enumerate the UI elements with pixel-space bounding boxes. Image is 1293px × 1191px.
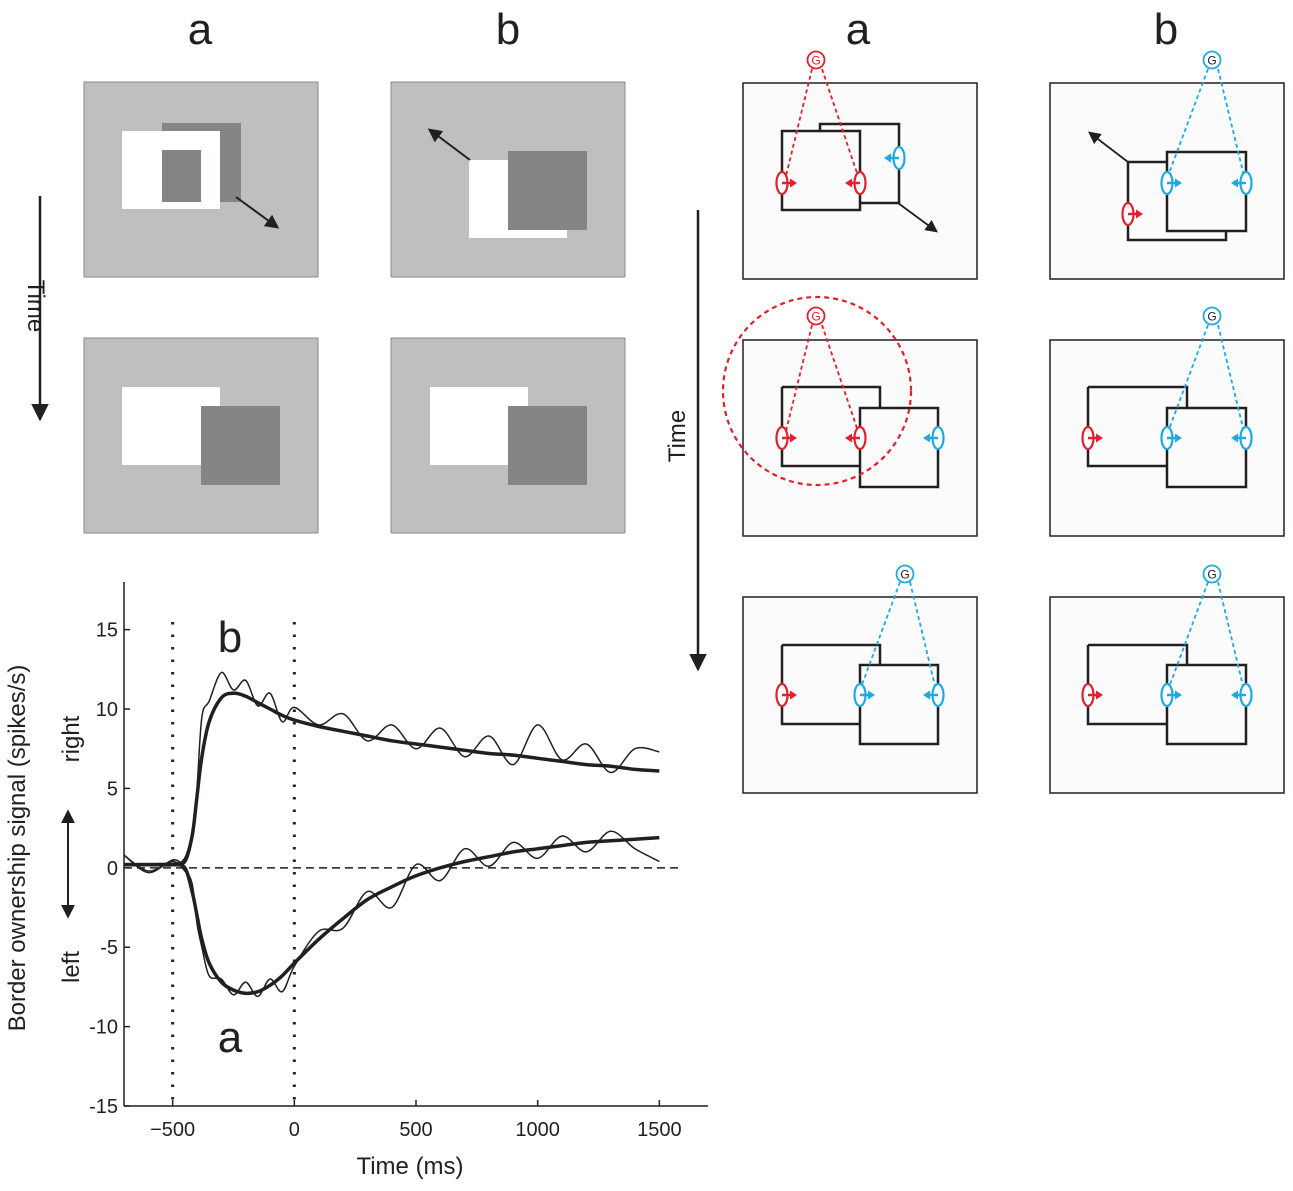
series-b-label: b	[218, 613, 242, 662]
g-label: G	[1207, 54, 1216, 68]
receptive-field-unit	[853, 682, 875, 708]
y-tick-label: -10	[89, 1017, 118, 1039]
model-red-grouping: G G	[721, 50, 913, 487]
y-tick-label: -5	[100, 937, 118, 959]
model-units	[775, 145, 1253, 708]
model-frames	[742, 82, 1285, 794]
g-label: G	[811, 310, 820, 324]
x-tick-label: 0	[289, 1119, 300, 1141]
receptive-field-unit	[845, 170, 867, 196]
stimulus-time-label: Time	[22, 280, 49, 332]
stimulus-panels: a b Time	[22, 5, 626, 534]
chart-direction-up-label: right	[58, 715, 85, 762]
stimulus-b-frame-1	[390, 81, 626, 278]
receptive-field-unit	[923, 682, 945, 708]
series-a-label: a	[218, 1013, 243, 1062]
receptive-field-unit	[775, 425, 797, 451]
stimulus-a-frame-1	[83, 81, 319, 278]
chart-ylabel: Border ownership signal (spikes/s)	[4, 665, 31, 1032]
stimulus-col-label-b: b	[496, 5, 520, 54]
model-time-label: Time	[664, 410, 691, 462]
x-tick-label: −500	[150, 1119, 195, 1141]
receptive-field-unit	[1231, 170, 1253, 196]
receptive-field-unit	[884, 145, 906, 171]
receptive-field-unit	[845, 425, 867, 451]
model-col-label-a: a	[846, 5, 871, 54]
chart-direction-down-label: left	[58, 951, 85, 983]
y-tick-label: 10	[96, 699, 118, 721]
receptive-field-unit	[775, 170, 797, 196]
receptive-field-unit	[923, 425, 945, 451]
y-tick-label: -15	[89, 1096, 118, 1118]
border-ownership-chart: Border ownership signal (spikes/s) right…	[4, 582, 708, 1180]
stimulus-b-frame-2	[390, 337, 626, 534]
stimulus-col-label-a: a	[188, 5, 213, 54]
receptive-field-unit	[775, 682, 797, 708]
receptive-field-unit	[1160, 682, 1182, 708]
y-tick-label: 15	[96, 620, 118, 642]
y-tick-label: 5	[107, 778, 118, 800]
series-a-raw-line	[123, 830, 660, 998]
chart-xlabel: Time (ms)	[356, 1153, 463, 1180]
model-col-label-b: b	[1154, 5, 1178, 54]
x-tick-label: 1500	[637, 1119, 682, 1141]
receptive-field-unit	[1231, 682, 1253, 708]
model-blue-grouping: G G G G	[859, 50, 1245, 691]
x-tick-label: 1000	[515, 1119, 560, 1141]
receptive-field-unit	[1160, 170, 1182, 196]
receptive-field-unit	[1081, 682, 1103, 708]
model-panels: a b Time	[664, 5, 1285, 794]
receptive-field-unit	[1121, 201, 1143, 227]
receptive-field-unit	[1231, 425, 1253, 451]
g-label: G	[1207, 310, 1216, 324]
series-a-fit-line	[124, 835, 660, 996]
g-label: G	[900, 568, 909, 582]
stimulus-a-frame-2	[83, 337, 319, 534]
receptive-field-unit	[1160, 425, 1182, 451]
g-label: G	[811, 54, 820, 68]
y-tick-label: 0	[107, 858, 118, 880]
receptive-field-unit	[1081, 425, 1103, 451]
x-tick-label: 500	[399, 1119, 432, 1141]
series-b-fit-line	[124, 691, 660, 867]
g-label: G	[1207, 568, 1216, 582]
